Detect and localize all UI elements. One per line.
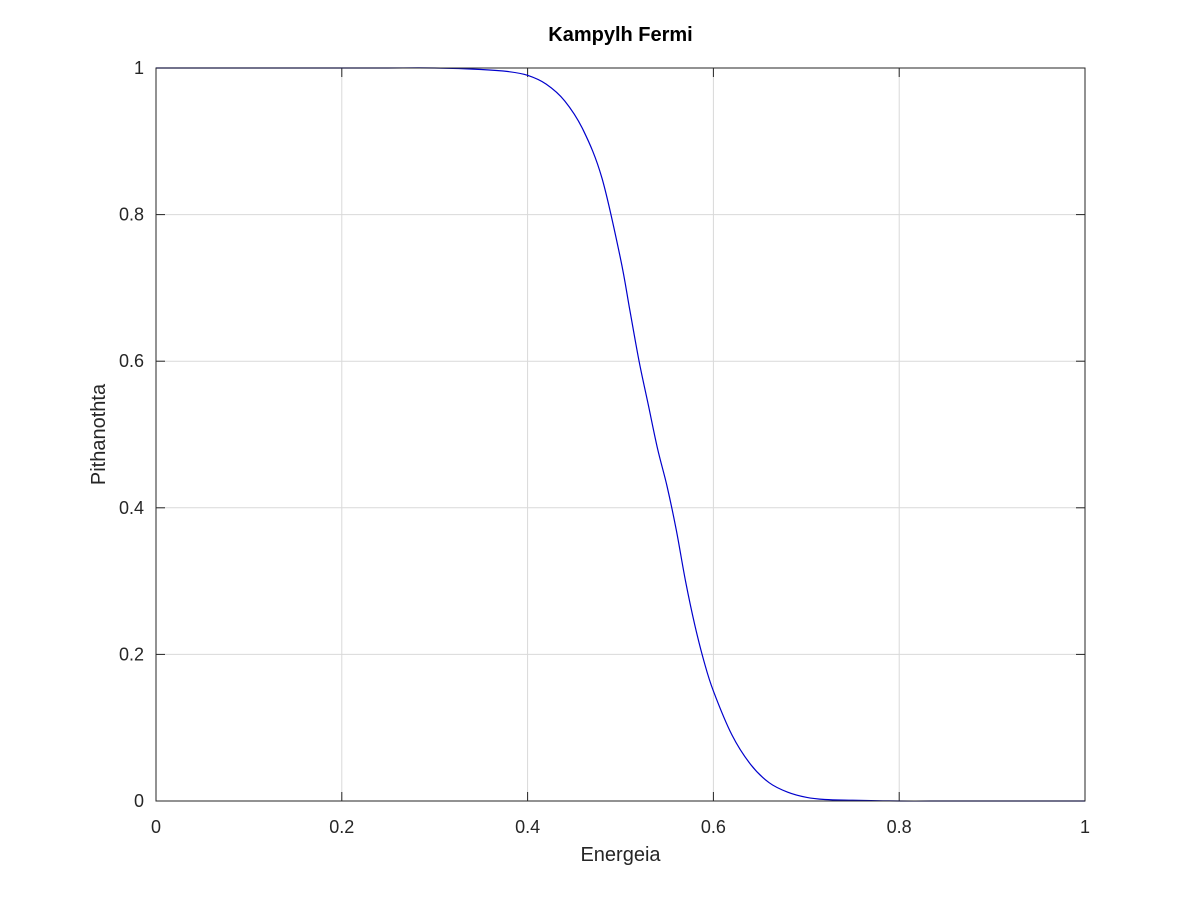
tick-layer — [155, 67, 1086, 802]
y-tick-label: 0.4 — [119, 498, 144, 518]
x-tick-label: 0.6 — [701, 817, 726, 837]
x-tick-label: 0.4 — [515, 817, 540, 837]
x-axis-label: Energeia — [580, 844, 661, 866]
y-axis-label: Pithanothta — [88, 383, 110, 485]
series-layer — [156, 67, 1085, 802]
x-tick-label: 1 — [1080, 817, 1090, 837]
grid-layer — [155, 67, 1086, 802]
y-tick-label: 0.6 — [119, 351, 144, 371]
chart-title: Kampylh Fermi — [548, 24, 692, 46]
label-layer: 0 0.2 0.4 0.6 0.8 1 0 0.2 0.4 0.6 0.8 1 — [119, 58, 1090, 837]
x-tick-label: 0.2 — [329, 817, 354, 837]
y-tick-label: 1 — [134, 58, 144, 78]
plot-frame — [155, 67, 1086, 802]
x-tick-label: 0.8 — [887, 817, 912, 837]
y-tick-label: 0.8 — [119, 205, 144, 225]
fermi-curve-line — [156, 67, 1085, 802]
y-tick-label: 0.2 — [119, 644, 144, 664]
x-tick-label: 0 — [151, 817, 161, 837]
y-tick-label: 0 — [134, 791, 144, 811]
